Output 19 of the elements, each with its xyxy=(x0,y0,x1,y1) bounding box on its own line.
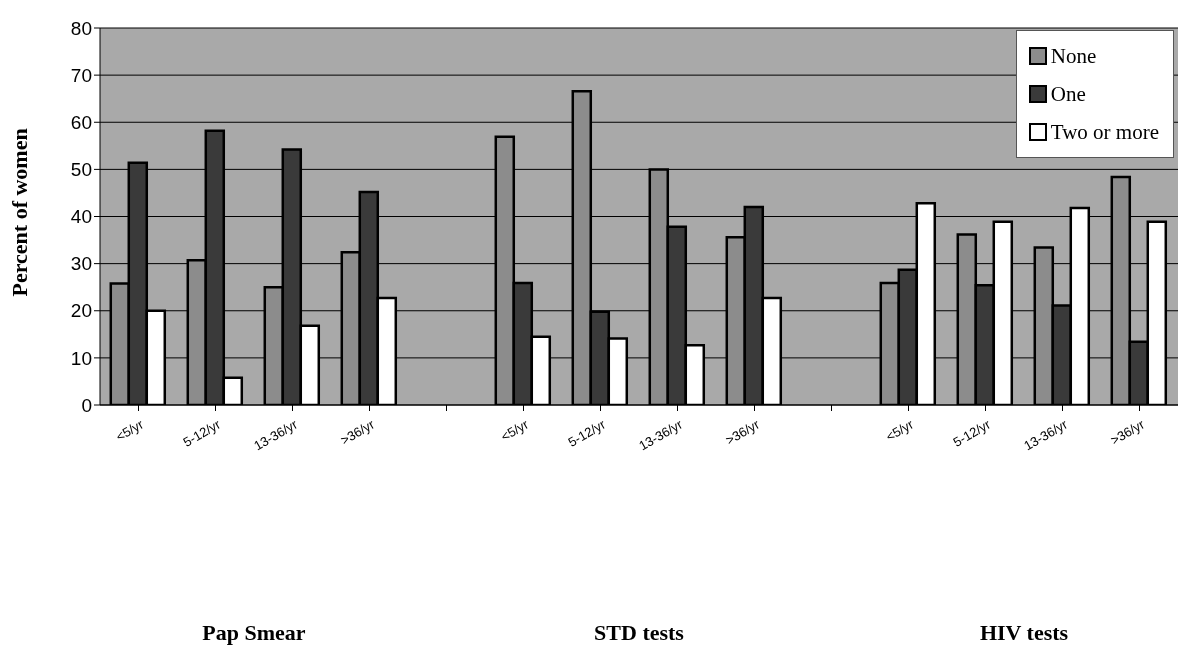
x-tick-label: <5/yr xyxy=(883,416,917,445)
y-tick-label: 60 xyxy=(70,112,92,133)
y-tick-label: 10 xyxy=(70,347,92,369)
y-tick-label: 80 xyxy=(70,17,92,39)
y-tick-label: 70 xyxy=(70,64,92,86)
legend-label: One xyxy=(1050,81,1086,107)
y-tick-label: 30 xyxy=(70,253,92,275)
legend-label: Two or more xyxy=(1050,119,1159,145)
y-tick-label: 0 xyxy=(81,394,92,416)
text: STD tests xyxy=(593,620,685,646)
x-tick-label: <5/yr xyxy=(113,416,147,445)
y-axis-title: Percent of women xyxy=(6,128,32,297)
y-tick-label: 20 xyxy=(70,300,92,322)
text: HIV tests xyxy=(978,620,1070,646)
legend-label: None xyxy=(1050,43,1097,69)
x-tick-label: <5/yr xyxy=(498,416,532,445)
y-tick-label: 50 xyxy=(70,159,92,181)
y-tick-label: 40 xyxy=(70,206,92,228)
text: Pap Smear xyxy=(201,620,307,646)
